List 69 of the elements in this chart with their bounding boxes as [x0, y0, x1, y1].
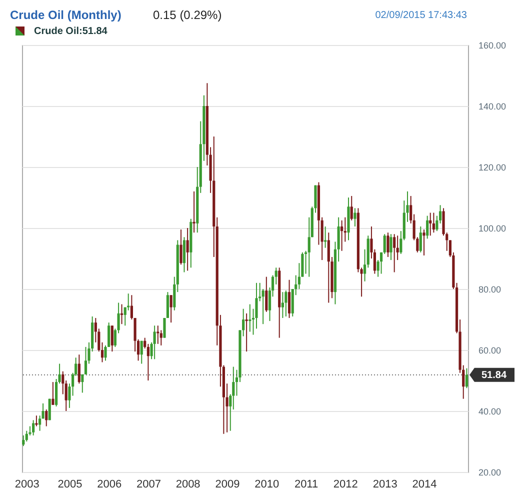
candlestick	[52, 382, 54, 406]
y-tick-label: 140.00	[478, 102, 506, 112]
y-tick-label: 80.00	[478, 284, 502, 294]
y-tick-label: 60.00	[478, 346, 502, 356]
x-tick-label: 2010	[254, 478, 280, 490]
candlestick	[38, 415, 42, 432]
x-tick-label: 2011	[294, 478, 318, 490]
candlestick	[350, 195, 353, 221]
candlestick	[393, 234, 396, 273]
candlestick	[140, 340, 143, 364]
candlestick	[340, 220, 344, 252]
x-tick-label: 2005	[58, 478, 82, 490]
x-tick-label: 2013	[372, 478, 398, 490]
candlestick	[156, 325, 160, 344]
y-tick-label: 100.00	[478, 224, 506, 234]
candlestick	[160, 330, 162, 346]
x-tick-label: 2006	[97, 478, 122, 490]
candlestick	[390, 234, 392, 261]
candlestick	[422, 229, 426, 256]
candlestick	[170, 294, 172, 324]
y-tick-label: 160.00	[478, 40, 506, 50]
candlestick	[192, 190, 196, 234]
x-tick-label: 2009	[215, 478, 240, 490]
candlestick	[436, 215, 438, 232]
candlestick	[265, 276, 268, 312]
candlestick	[327, 232, 330, 304]
candlestick	[120, 304, 124, 325]
x-tick-label: 2007	[136, 478, 161, 490]
candlestick	[166, 292, 170, 318]
candlestick	[153, 325, 156, 360]
candlestick	[78, 354, 80, 384]
candlestick	[186, 228, 189, 272]
candlestick	[84, 346, 88, 375]
y-tick-label: 120.00	[478, 162, 506, 172]
candlestick	[426, 215, 429, 240]
text: 02/09/2015 17:43:43	[375, 10, 468, 21]
candlestick	[465, 368, 468, 389]
candlestick	[32, 420, 35, 436]
x-tick-label: 2008	[176, 478, 200, 490]
chart-title: Crude Oil (Monthly)	[10, 8, 122, 22]
candlestick	[35, 415, 38, 427]
candlestick	[288, 279, 291, 318]
candlestick	[180, 229, 182, 266]
candlestick	[281, 292, 284, 318]
y-tick-label: 40.00	[478, 406, 502, 416]
candlestick	[354, 208, 356, 227]
chart-subtitle: 0.15 (0.29%)	[153, 8, 222, 22]
y-tick-label: 20.00	[478, 468, 502, 478]
x-tick-label: 2014	[412, 478, 437, 490]
candlestick	[324, 226, 327, 248]
candlestick	[419, 226, 422, 253]
candlestick	[248, 304, 252, 332]
x-tick-label: 2012	[333, 478, 358, 490]
candlestick	[432, 212, 435, 234]
candlestick	[81, 374, 84, 394]
candlestick	[163, 317, 166, 338]
candlestick	[45, 408, 48, 427]
ref-line-label: 51.84	[481, 370, 507, 381]
legend-label: Crude Oil:51.84	[34, 26, 108, 37]
candlestick	[22, 434, 25, 447]
candlestick	[182, 236, 186, 273]
candlestick	[110, 325, 114, 352]
candlestick	[429, 212, 432, 236]
candlestick	[386, 232, 390, 258]
candlestick	[25, 430, 28, 442]
x-tick-label: 2003	[14, 478, 40, 490]
candlestick	[284, 290, 288, 317]
candlestick	[245, 312, 248, 352]
candlestick	[127, 293, 130, 311]
